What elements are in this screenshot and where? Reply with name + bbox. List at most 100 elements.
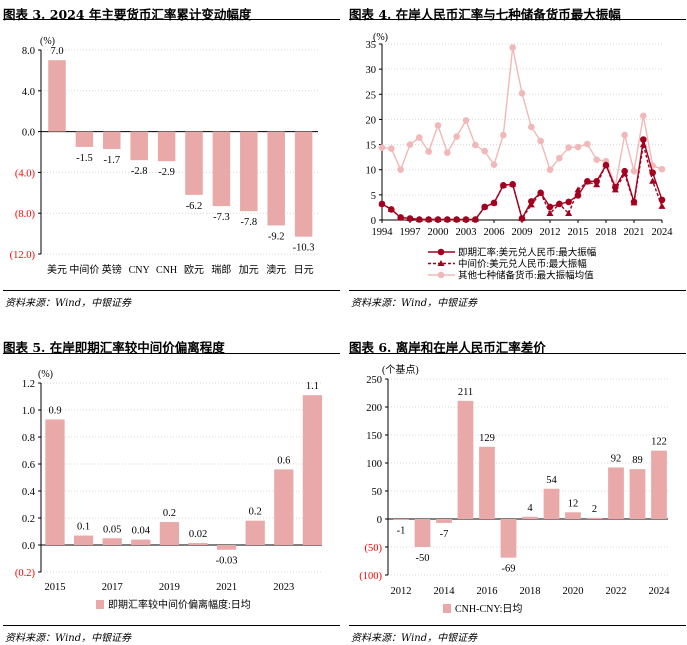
chart3-source-rule [3,290,340,291]
y-tick-label: 1.0 [22,406,35,417]
data-point [490,161,498,168]
bar [245,520,265,545]
data-point [481,203,488,211]
x-tick-label: CNY [129,265,150,276]
y-tick-label: 8.0 [22,46,35,57]
data-label: 0.9 [48,405,61,416]
y-tick-label: 0.6 [22,460,35,471]
chart5-title: 图表 5. 在岸即期汇率较中间价偏离程度 [3,340,225,355]
data-point [584,177,591,185]
data-point [378,144,386,151]
bar [274,469,294,545]
data-point [621,167,628,175]
data-label: 12 [568,498,579,509]
x-tick-label: 美元 [47,263,67,276]
bar [45,419,65,545]
chart4-title-rule [349,19,686,20]
data-label: 4 [527,503,533,514]
bar [565,512,581,519]
chart5-source: 资料来源：Wind，中银证券 [5,633,132,644]
x-tick-label: 英镑 [102,263,122,276]
data-label: 0.02 [189,529,207,540]
y-tick-label: 4.0 [22,87,35,98]
data-point [500,182,507,189]
y-tick-label: 1.2 [22,379,35,390]
y-tick-label: 0.4 [22,487,36,498]
chart6-source-rule [349,625,686,626]
data-label: 0.2 [163,508,176,519]
data-point [416,134,423,141]
data-point [462,216,470,223]
data-point [593,156,600,163]
bar [159,522,180,545]
data-point-triangle [658,202,666,209]
data-label: 211 [458,387,473,398]
data-point [434,216,442,223]
data-point [388,206,395,213]
x-tick-label: 2000 [428,227,449,238]
data-point [640,136,647,143]
data-point [593,177,600,185]
data-point [416,216,423,223]
chart4-source-rule [349,290,686,291]
data-label: 0.05 [103,524,121,535]
data-label: 129 [479,433,495,444]
data-point [434,122,442,129]
data-label: 2 [592,504,597,515]
bar [436,519,452,523]
y-tick-label: 0.8 [22,433,35,444]
series-line-2 [381,47,663,189]
x-tick-label: CNH [156,265,177,276]
y-tick-label: 50 [372,487,383,498]
x-tick-label: 2021 [216,582,237,593]
data-point [584,140,591,148]
data-label: -7.3 [213,212,230,223]
data-label: 92 [611,453,622,464]
data-point-triangle [574,186,582,193]
x-tick-label: 2012 [540,227,561,238]
y-tick-label: 35 [366,40,377,51]
data-label: -7.8 [240,217,257,228]
bar [294,131,313,237]
y-tick-label: 250 [366,375,382,386]
y-tick-label: 30 [366,65,377,76]
data-point [612,184,619,191]
data-point [602,161,610,169]
x-tick-label: 2022 [606,586,627,597]
bar [479,446,495,519]
data-point [546,203,554,211]
x-tick-label: 加元 [239,264,259,276]
bar [608,467,624,519]
bar [157,131,176,162]
data-point [630,198,638,206]
y-tick-label: 200 [366,403,382,414]
x-tick-label: 2024 [649,586,671,597]
data-label: -2.8 [131,166,148,177]
data-label: 54 [546,475,557,486]
data-label: -0.03 [216,556,238,567]
bar [73,535,94,545]
data-point [378,200,386,208]
data-label: 0.04 [132,526,151,537]
data-label: 7.0 [50,46,63,57]
bar [302,395,323,545]
data-label: -2.9 [158,167,175,178]
data-point [490,199,498,207]
x-tick-label: 2021 [624,227,645,238]
data-point [537,189,544,197]
chart5-source-rule [3,625,340,626]
data-label: -1 [397,526,406,537]
x-tick-label: 2020 [563,586,584,597]
y-tick-label: 5 [371,191,376,202]
y-unit-label: (%) [38,369,53,380]
data-point [574,143,582,151]
y-tick-label: (12.0) [10,250,36,261]
chart6-title-rule [349,353,686,354]
y-tick-label: (0.2) [15,568,36,579]
data-point [630,167,638,175]
legend-label: CNH-CNY:日均 [455,603,522,615]
data-point [425,216,432,223]
legend-label: 即期汇率:美元兑人民币:最大振幅 [458,247,597,259]
data-point [518,89,526,97]
data-point [453,133,460,140]
